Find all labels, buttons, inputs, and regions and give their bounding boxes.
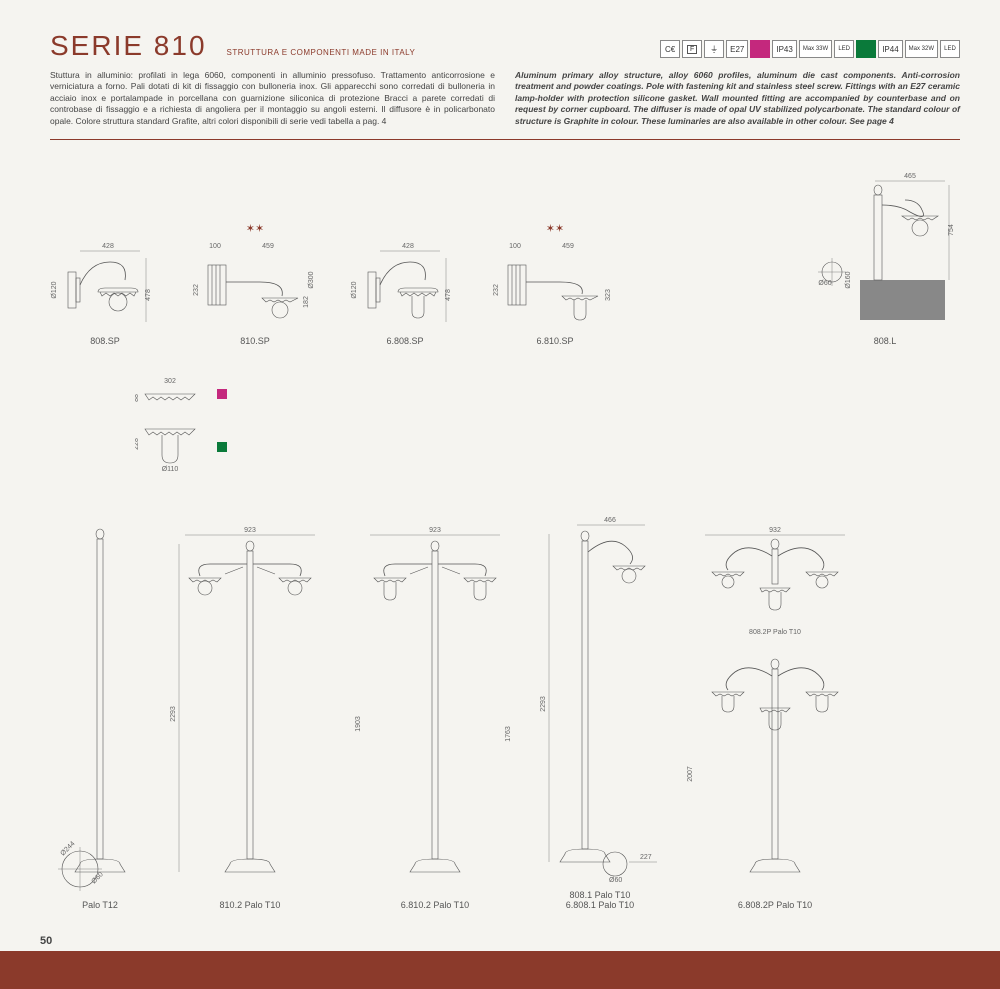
- product-label: 808.L: [810, 336, 960, 346]
- stars-icon: ✶✶: [546, 222, 564, 235]
- badge-ip43: IP43: [772, 40, 796, 58]
- product-6810sp: ✶✶ 100 459 323 232 6.810.SP: [490, 240, 620, 346]
- stars-icon: ✶✶: [246, 222, 264, 235]
- badge-watt2: Max 32W: [905, 40, 938, 58]
- series-title: SERIE 810: [50, 30, 207, 62]
- svg-text:Ø60: Ø60: [90, 871, 104, 885]
- product-808l: 465 754 Ø60 Ø160 808.L: [810, 170, 960, 346]
- product-6808sp: 428 Ø120 478 6.808.SP: [350, 240, 460, 346]
- svg-text:466: 466: [604, 517, 616, 524]
- svg-text:Ø160: Ø160: [845, 272, 852, 289]
- product-label: 810.2 Palo T10: [165, 900, 335, 910]
- svg-text:88: 88: [135, 394, 140, 402]
- product-label: Palo T12: [50, 900, 150, 910]
- svg-text:923: 923: [429, 527, 441, 534]
- svg-text:Ø300: Ø300: [308, 272, 315, 289]
- badge-color-green: [856, 40, 876, 58]
- svg-text:Ø60: Ø60: [818, 280, 831, 287]
- product-row-poles: Ø244 Ø60 Palo T12 923 2293: [50, 514, 960, 910]
- product-label-2: 6.808.1 Palo T10: [535, 900, 665, 910]
- svg-text:428: 428: [402, 243, 414, 250]
- badge-watt1: Max 33W: [799, 40, 832, 58]
- badge-socket: E27: [726, 40, 748, 58]
- svg-text:Ø120: Ø120: [351, 282, 358, 299]
- svg-text:Ø60: Ø60: [609, 877, 622, 884]
- swatch-magenta: [217, 389, 227, 399]
- svg-text:232: 232: [193, 284, 200, 296]
- svg-text:232: 232: [493, 284, 500, 296]
- svg-text:228: 228: [135, 438, 140, 450]
- svg-text:100: 100: [209, 243, 221, 250]
- svg-text:2293: 2293: [540, 696, 547, 712]
- svg-text:459: 459: [262, 243, 274, 250]
- description-english: Aluminum primary alloy structure, alloy …: [515, 70, 960, 127]
- section-divider: [50, 139, 960, 140]
- product-808sp: 428 Ø120 478 808.SP: [50, 240, 160, 346]
- svg-text:2007: 2007: [687, 766, 694, 782]
- svg-text:428: 428: [102, 243, 114, 250]
- badge-ground: ⏚: [704, 40, 724, 58]
- svg-text:459: 459: [562, 243, 574, 250]
- product-row-wall: 428 Ø120 478 808.SP ✶✶ 100 459 Ø300 18: [50, 170, 960, 346]
- svg-text:932: 932: [769, 527, 781, 534]
- product-label: 6.810.2 Palo T10: [350, 900, 520, 910]
- badge-color-magenta: [750, 40, 770, 58]
- svg-text:1903: 1903: [355, 716, 362, 732]
- product-label: 6.810.SP: [490, 336, 620, 346]
- badge-led1: LED: [834, 40, 854, 58]
- svg-text:100: 100: [509, 243, 521, 250]
- svg-text:182: 182: [303, 296, 310, 308]
- spec-badges: C€ F ⏚ E27 IP43 Max 33W LED IP44 Max 32W…: [660, 40, 960, 62]
- svg-text:Ø244: Ø244: [59, 841, 76, 858]
- product-8081-palot10: 466 2293 Ø60 227 808.1 Palo T10 6.808.1 …: [535, 514, 665, 910]
- svg-text:1763: 1763: [505, 726, 512, 742]
- product-label: 6.808.2P Palo T10: [680, 900, 870, 910]
- description-italian: Stuttura in alluminio: profilati in lega…: [50, 70, 495, 127]
- product-68102-palot10: 923 1903 1763 6.810.2 Palo T10: [350, 524, 520, 910]
- page-number: 50: [40, 935, 52, 947]
- svg-text:465: 465: [904, 173, 916, 180]
- shade-samples: 302 88 228 Ø110: [135, 376, 960, 474]
- svg-text:302: 302: [164, 378, 176, 385]
- svg-text:Ø120: Ø120: [51, 282, 58, 299]
- product-palot12: Ø244 Ø60 Palo T12: [50, 524, 150, 910]
- footer-bar: [0, 951, 1000, 989]
- subtitle: STRUTTURA E COMPONENTI MADE IN ITALY: [227, 48, 416, 62]
- badge-f: F: [682, 40, 702, 58]
- product-label: 6.808.SP: [350, 336, 460, 346]
- product-810sp: ✶✶ 100 459 Ø300 182 232 810.SP: [190, 240, 320, 346]
- badge-ip44: IP44: [878, 40, 902, 58]
- svg-text:808.2P Palo T10: 808.2P Palo T10: [749, 629, 801, 636]
- product-68082p-palot10: 932 808.2P Palo T10 2007: [680, 524, 870, 910]
- product-label: 810.SP: [190, 336, 320, 346]
- product-label: 808.1 Palo T10: [535, 890, 665, 900]
- svg-text:227: 227: [640, 854, 652, 861]
- svg-text:923: 923: [244, 527, 256, 534]
- badge-led2: LED: [940, 40, 960, 58]
- svg-text:2293: 2293: [170, 706, 177, 722]
- svg-text:323: 323: [605, 289, 612, 301]
- product-8102-palot10: 923 2293 810.2 Palo T10: [165, 524, 335, 910]
- swatch-green: [217, 442, 227, 452]
- product-label: 808.SP: [50, 336, 160, 346]
- svg-text:Ø110: Ø110: [162, 466, 179, 473]
- badge-ce: C€: [660, 40, 680, 58]
